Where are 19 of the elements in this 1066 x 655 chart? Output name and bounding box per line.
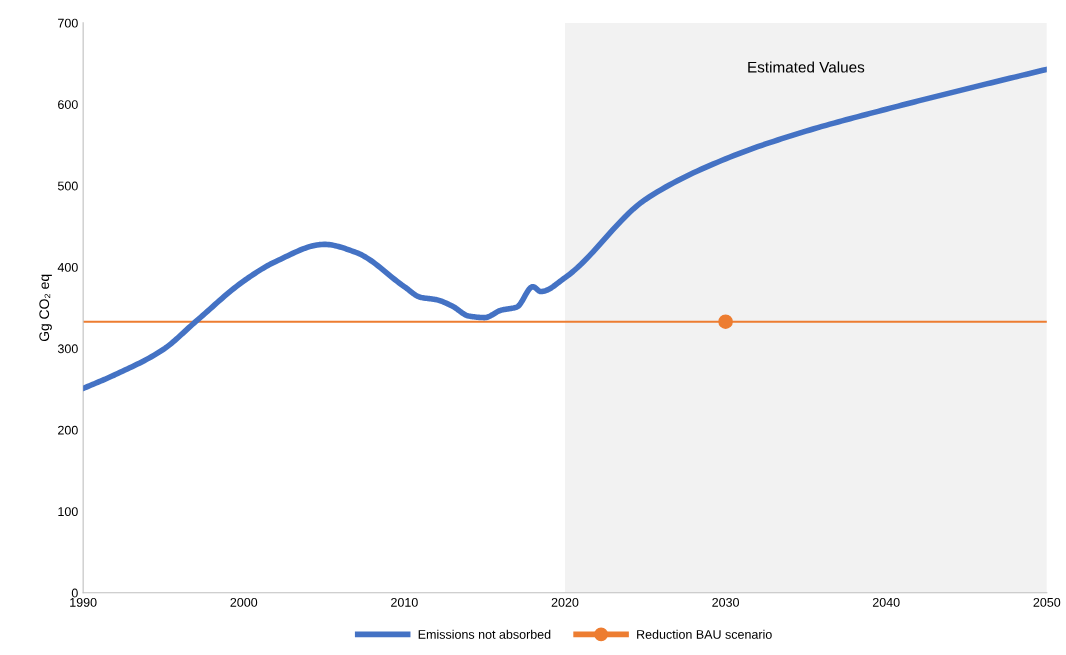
x-tick-label: 2000 — [230, 597, 258, 607]
y-tick-label: 500 — [57, 181, 78, 191]
legend-label: Emissions not absorbed — [418, 629, 551, 639]
legend-label: Reduction BAU scenario — [637, 629, 772, 639]
y-tick-label: 600 — [58, 100, 78, 109]
x-tick-label: 2050 — [1033, 597, 1061, 607]
x-tick-label: 2030 — [712, 597, 740, 607]
y-tick-label: 0 — [71, 588, 78, 598]
x-tick-label: 1990 — [70, 597, 97, 607]
y-tick-label: 700 — [58, 18, 78, 28]
band-label: Estimated Values — [748, 61, 865, 73]
y-tick-label: 300 — [57, 344, 78, 354]
y-axis-title: Gg CO₂ eq — [39, 274, 52, 342]
y-tick-label: 100 — [58, 507, 78, 517]
x-tick-label: 2010 — [391, 597, 418, 607]
x-tick-label: 2020 — [551, 597, 579, 607]
x-tick-label: 2040 — [872, 597, 900, 607]
y-tick-label: 400 — [57, 262, 78, 272]
y-tick-label: 200 — [58, 425, 78, 435]
